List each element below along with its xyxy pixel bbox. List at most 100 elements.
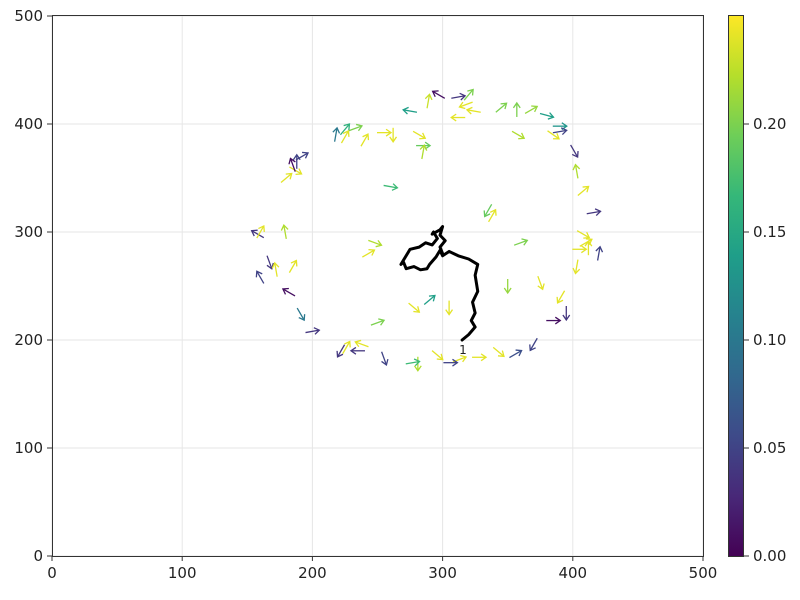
quiver-arrow xyxy=(572,163,581,179)
quiver-arrow xyxy=(368,239,383,248)
quiver-arrow xyxy=(562,306,571,322)
quiver-arrow xyxy=(349,346,365,355)
x-axis: 0 100 200 300 400 500 xyxy=(47,556,717,582)
quiver-arrow xyxy=(402,106,418,115)
quiver-arrow xyxy=(280,223,289,240)
plot-frame xyxy=(52,15,704,557)
quiver-arrow xyxy=(539,112,555,120)
quiver-arrow xyxy=(570,144,579,159)
quiver-arrow xyxy=(305,327,321,335)
quiver-arrow xyxy=(512,101,521,117)
y-axis: 0 100 200 300 400 500 xyxy=(14,7,52,565)
quiver-arrow xyxy=(513,238,529,246)
quiver-arrow xyxy=(492,346,505,358)
quiver-arrow xyxy=(296,307,306,322)
quiver-arrow xyxy=(336,344,346,358)
x-tick-label: 0 xyxy=(47,564,57,582)
quiver-arrow xyxy=(383,183,399,191)
quiver-arrow xyxy=(412,130,427,140)
quiver-arrow xyxy=(431,350,444,361)
quiver-arrow xyxy=(266,255,274,270)
quiver-arrow xyxy=(572,259,581,275)
quiver-arrow xyxy=(450,113,466,122)
quiver-arrow xyxy=(342,340,351,354)
quiver-arrow xyxy=(419,144,428,160)
quiver-arrow xyxy=(595,245,604,261)
x-tick-label: 300 xyxy=(428,564,457,582)
arrow-field xyxy=(250,88,604,372)
quiver-arrow xyxy=(423,294,436,306)
colorbar xyxy=(728,15,744,557)
quiver-arrow xyxy=(424,93,433,109)
trajectory xyxy=(399,225,480,342)
colorbar-tick-label: 0.15 xyxy=(753,223,786,241)
quiver-arrow xyxy=(572,245,588,254)
colorbar-tick-label: 0.00 xyxy=(753,547,786,565)
y-tick-label: 100 xyxy=(14,439,43,457)
y-tick-label: 500 xyxy=(14,7,43,25)
quiver-arrow xyxy=(579,238,593,247)
quiver-arrow xyxy=(360,133,370,147)
quiver-arrow xyxy=(295,151,310,161)
quiver-arrow xyxy=(495,102,508,113)
quiver-arrow xyxy=(576,230,591,239)
quiver-arrow xyxy=(408,302,421,313)
colorbar-tick-label: 0.20 xyxy=(753,115,786,133)
quiver-arrow xyxy=(458,101,473,110)
quiver-arrow xyxy=(445,300,454,316)
colorbar-tick-label: 0.10 xyxy=(753,331,786,349)
quiver-arrow xyxy=(443,358,459,367)
x-tick-label: 500 xyxy=(689,564,718,582)
quiver-arrow xyxy=(511,130,526,140)
y-tick-label: 400 xyxy=(14,115,43,133)
quiver-arrow xyxy=(370,318,386,326)
quiver-arrow xyxy=(377,128,393,137)
quiver-arrow xyxy=(389,127,398,143)
quiver-arrow xyxy=(488,208,497,223)
quiver-arrow xyxy=(556,290,566,304)
quiver-arrow xyxy=(547,130,560,140)
quiver-arrow xyxy=(332,126,341,142)
quiver-arrow xyxy=(431,90,446,99)
x-tick-label: 400 xyxy=(558,564,587,582)
quiver-arrow xyxy=(577,185,590,196)
quiver-arrow xyxy=(255,270,265,284)
quiver-arrow xyxy=(256,224,265,239)
colorbar-axis: 0.00 0.05 0.10 0.15 0.20 xyxy=(744,115,786,565)
quiver-arrow xyxy=(271,261,280,277)
quiver-arrow xyxy=(250,229,265,239)
quiver-arrow xyxy=(524,105,539,115)
trajectory-path xyxy=(399,225,480,342)
quiver-arrow xyxy=(529,337,538,352)
quiver-arrow xyxy=(340,129,350,144)
quiver-arrow xyxy=(483,204,493,218)
quiver-arrow xyxy=(339,123,351,136)
y-tick-label: 300 xyxy=(14,223,43,241)
quiver-arrow xyxy=(381,351,389,367)
y-tick-label: 200 xyxy=(14,331,43,349)
quiver-arrow xyxy=(451,92,467,101)
quiver-arrow xyxy=(546,316,562,325)
quiver-arrow xyxy=(503,279,512,295)
quiver-arrow xyxy=(465,106,481,115)
quiver-arrow xyxy=(281,287,296,297)
quiver-arrow xyxy=(509,349,523,359)
quiver-arrow xyxy=(280,172,293,183)
quiver-arrow xyxy=(361,248,376,258)
x-tick-label: 200 xyxy=(298,564,327,582)
colorbar-tick-label: 0.05 xyxy=(753,439,786,457)
quiver-arrow xyxy=(472,353,488,362)
quiver-arrow xyxy=(537,275,545,291)
quiver-arrow xyxy=(288,157,296,172)
quiver-arrow xyxy=(463,88,474,101)
quiver-arrow xyxy=(288,259,298,273)
quiver-arrow xyxy=(586,208,602,217)
y-tick-label: 0 xyxy=(33,547,43,565)
trajectory-start-label: 1 xyxy=(459,343,467,357)
quiver-arrow xyxy=(405,358,421,367)
quiver-arrow xyxy=(354,339,369,348)
quiver-arrow xyxy=(552,127,568,136)
x-tick-label: 100 xyxy=(168,564,197,582)
quiver-arrow xyxy=(348,123,364,132)
